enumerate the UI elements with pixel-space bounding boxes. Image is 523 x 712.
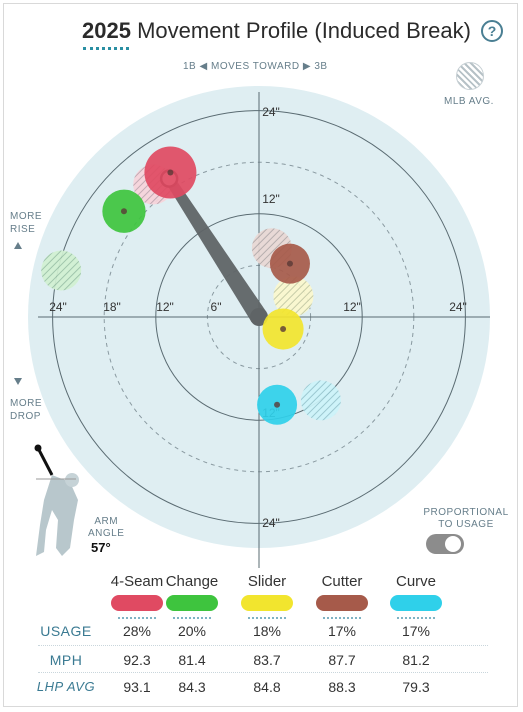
pitch-color-pill xyxy=(166,595,218,611)
pitch-underline xyxy=(248,617,286,619)
pitch-mph-value: 81.4 xyxy=(178,652,206,668)
rise-line1: MORE xyxy=(10,211,42,222)
pitch-name: 4-Seam xyxy=(110,573,164,590)
pitch-underline xyxy=(173,617,211,619)
title-text: Movement Profile (Induced Break) xyxy=(137,18,471,43)
help-icon[interactable]: ? xyxy=(481,20,503,42)
mlb-avg-tint xyxy=(273,276,314,317)
toggle-knob[interactable] xyxy=(445,536,461,552)
pitch-lhp-avg-value: 88.3 xyxy=(328,679,356,695)
pitch-color-pill xyxy=(390,595,442,611)
mlb-avg-tint xyxy=(41,250,82,291)
drop-line2: DROP xyxy=(10,411,41,422)
arrow-up-icon xyxy=(14,242,22,249)
direction-label: 1B ◀ MOVES TOWARD ▶ 3B xyxy=(183,61,328,72)
pitch-column-header: Slider xyxy=(229,573,305,611)
pitch-name: Change xyxy=(165,573,219,590)
pitch-mph-value: 83.7 xyxy=(253,652,281,668)
card-frame xyxy=(3,3,518,707)
pitch-name: Slider xyxy=(247,573,287,590)
mlb-avg-hatch-icon xyxy=(456,62,484,90)
pitch-color-pill xyxy=(111,595,163,611)
pitch-column-header: Curve xyxy=(378,573,454,611)
y-tick-label: 24" xyxy=(262,105,280,119)
x-tick-label: 12" xyxy=(343,300,361,314)
pitch-underline xyxy=(323,617,361,619)
more-drop-label: MORE DROP xyxy=(10,397,42,423)
x-tick-label: 24" xyxy=(49,300,67,314)
pitch-mph-value: 87.7 xyxy=(328,652,356,668)
direction-right: 3B xyxy=(314,61,328,72)
proportional-toggle[interactable] xyxy=(426,534,464,554)
pitch-usage-value: 17% xyxy=(327,623,357,639)
mlb-avg-label: MLB AVG. xyxy=(444,96,494,107)
pitch-lhp-avg-value: 79.3 xyxy=(402,679,430,695)
pitch-usage-value: 20% xyxy=(177,623,207,639)
pitch-lhp-avg-value: 84.3 xyxy=(178,679,206,695)
arm-label-line1: ARM xyxy=(94,516,119,527)
title-year: 2025 xyxy=(82,18,131,43)
pitch-underline xyxy=(397,617,435,619)
arm-label-line2: ANGLE xyxy=(88,528,125,539)
more-rise-label: MORE RISE xyxy=(10,210,42,236)
pitch-point-center xyxy=(280,326,287,333)
arm-angle-wedge xyxy=(164,175,267,322)
y-tick-label: 24" xyxy=(262,516,280,530)
prop-label-line1: PROPORTIONAL xyxy=(423,507,509,518)
x-tick-label: 12" xyxy=(156,300,174,314)
pitch-usage-value: 18% xyxy=(252,623,282,639)
pitch-lhp-avg-value: 93.1 xyxy=(123,679,151,695)
direction-middle: MOVES TOWARD xyxy=(211,61,300,72)
pitch-column-header: 4-Seam xyxy=(99,573,175,611)
x-tick-label: 24" xyxy=(449,300,467,314)
rise-line2: RISE xyxy=(10,224,36,235)
pitch-column-header: Change xyxy=(154,573,230,611)
pitch-underline xyxy=(118,617,156,619)
arm-angle-value: 57° xyxy=(91,540,111,555)
pitch-color-pill xyxy=(241,595,293,611)
proportional-toggle-label: PROPORTIONAL TO USAGE xyxy=(420,507,512,531)
x-tick-label: 18" xyxy=(103,300,121,314)
pitch-point-center xyxy=(120,208,127,215)
pitch-usage-value: 17% xyxy=(401,623,431,639)
drop-line1: MORE xyxy=(10,398,42,409)
pitch-name: Cutter xyxy=(321,573,363,590)
arrow-down-icon xyxy=(14,378,22,385)
row-divider xyxy=(38,645,488,646)
pitch-column-header: Cutter xyxy=(304,573,380,611)
pitch-point-center xyxy=(167,169,174,176)
pitch-point-center xyxy=(274,401,281,408)
page-title: 2025 Movement Profile (Induced Break) xyxy=(82,18,471,44)
pitcher-figure-icon xyxy=(34,444,79,556)
pitch-usage-value: 28% xyxy=(122,623,152,639)
pitch-mph-value: 81.2 xyxy=(402,652,430,668)
pitch-point-center xyxy=(286,260,293,267)
triangle-left-icon: ◀ xyxy=(199,61,208,72)
direction-left: 1B xyxy=(183,61,197,72)
mlb-avg-point xyxy=(41,250,82,291)
triangle-right-icon: ▶ xyxy=(302,61,312,72)
arm-angle-label: ARM ANGLE xyxy=(88,516,124,540)
pitch-points xyxy=(102,146,310,425)
y-tick-label: 12" xyxy=(262,192,280,206)
x-tick-label: 6" xyxy=(211,300,222,314)
pitch-color-pill xyxy=(316,595,368,611)
pitch-lhp-avg-value: 84.8 xyxy=(253,679,281,695)
row-divider xyxy=(38,672,488,673)
prop-label-line2: TO USAGE xyxy=(438,519,494,530)
usage-row-label: USAGE xyxy=(40,623,92,639)
year-underline xyxy=(83,47,129,50)
pitch-mph-value: 92.3 xyxy=(123,652,151,668)
lhp-avg-row-label: LHP AVG xyxy=(36,679,96,694)
mlb-avg-point xyxy=(300,380,341,421)
mlb-avg-point xyxy=(273,276,314,317)
pitch-name: Curve xyxy=(395,573,436,590)
mlb-avg-tint xyxy=(300,380,341,421)
arm-angle-base xyxy=(250,308,268,326)
mph-row-label: MPH xyxy=(49,652,83,668)
